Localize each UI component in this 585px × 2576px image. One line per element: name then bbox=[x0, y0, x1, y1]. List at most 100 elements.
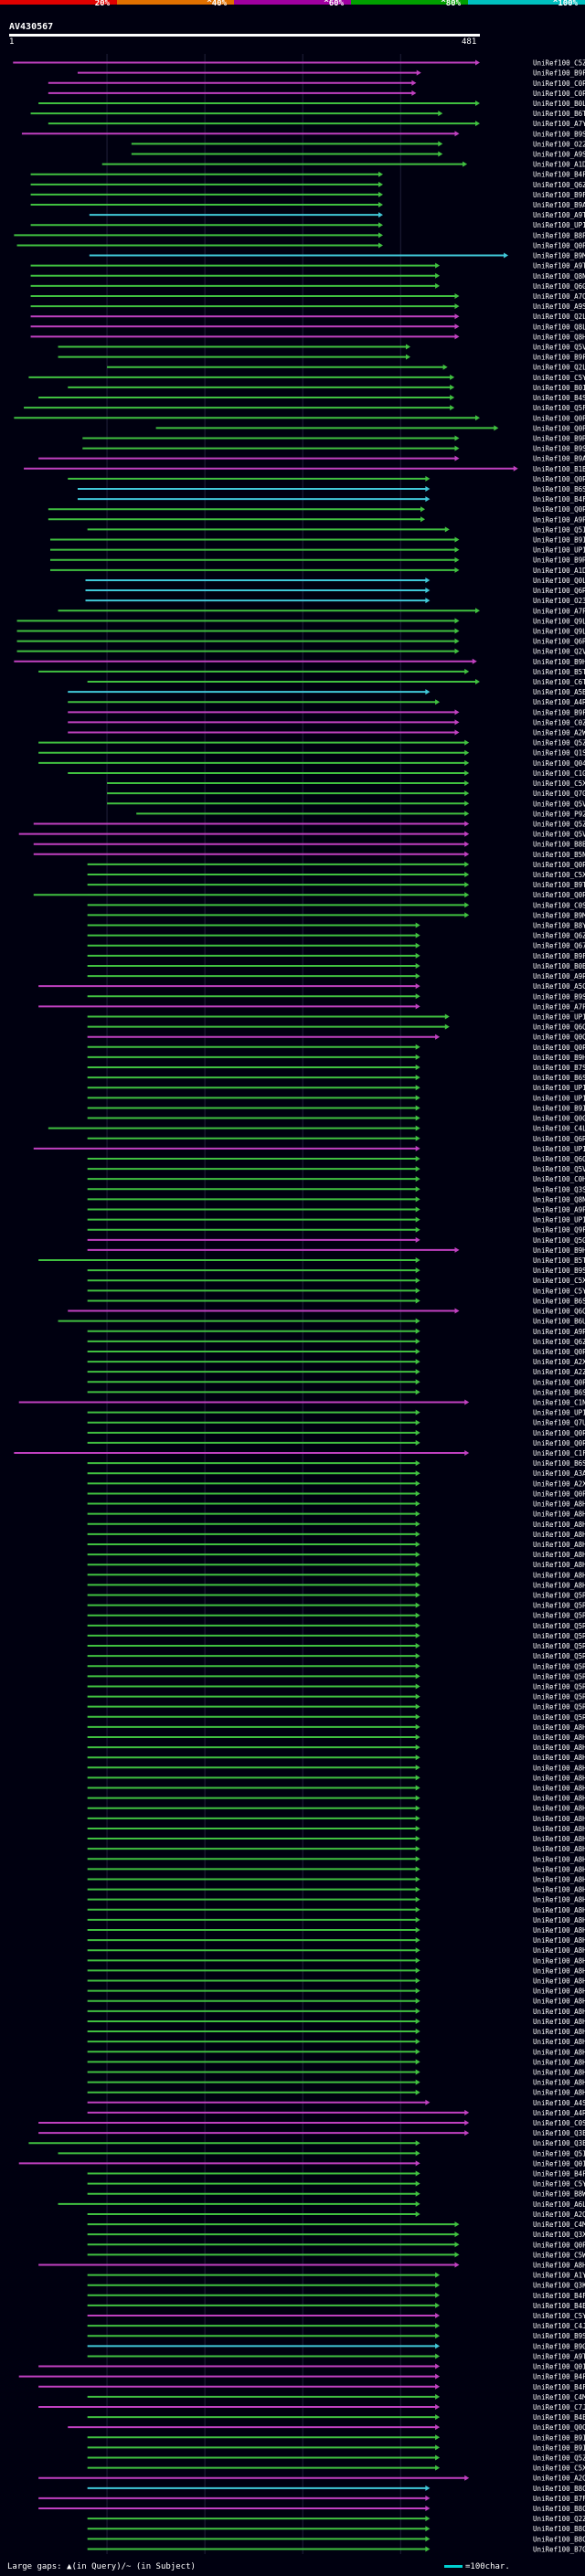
hit-label: UniRef100_Q2ZNF1 bbox=[533, 2515, 585, 2523]
hit-label: UniRef100_O23701 bbox=[533, 597, 585, 605]
hit-label: UniRef100_Q5VK79 bbox=[533, 1165, 585, 1173]
hit-label: UniRef100_A7YZ30 bbox=[533, 120, 585, 128]
hit-label: UniRef100_C5YHW4 bbox=[533, 1287, 585, 1295]
hit-arrow-icon bbox=[425, 2506, 431, 2512]
hit-arrow-icon bbox=[415, 1632, 420, 1638]
hit-label: UniRef100_B4FDN9 bbox=[533, 2373, 585, 2381]
hit-label: UniRef100_B4EPP6 bbox=[533, 2413, 585, 2422]
hit-label: UniRef100_Q9LZ0L bbox=[533, 627, 585, 635]
hit-label: UniRef100_Q0PJH7 bbox=[533, 1044, 585, 1052]
hit-label: UniRef100_A7PS35 bbox=[533, 607, 585, 615]
hit-arrow-icon bbox=[464, 841, 470, 847]
hit-label: UniRef100_A8HJE5 bbox=[533, 1988, 585, 1996]
hit-arrow-icon bbox=[415, 1511, 420, 1517]
hit-label: UniRef100_Q5VK75 bbox=[533, 831, 585, 839]
hit-arrow-icon bbox=[464, 861, 470, 867]
hit-arrow-icon bbox=[435, 2434, 441, 2441]
hit-arrow-icon bbox=[464, 882, 470, 888]
hit-arrow-icon bbox=[454, 1308, 460, 1314]
hit-arrow-icon bbox=[454, 648, 460, 654]
hit-arrow-icon bbox=[425, 577, 431, 583]
hit-arrow-icon bbox=[464, 872, 470, 878]
hit-label: UniRef100_Q9LZ0L bbox=[533, 617, 585, 625]
hit-label: UniRef100_UP1000... bbox=[533, 1012, 585, 1021]
hit-arrow-icon bbox=[415, 1429, 420, 1436]
hit-arrow-icon bbox=[425, 2516, 431, 2522]
hit-arrow-icon bbox=[475, 679, 480, 684]
hit-arrow-icon bbox=[415, 1886, 420, 1892]
hit-label: UniRef100_C0SNQ1 bbox=[533, 2119, 585, 2127]
hit-arrow-icon bbox=[415, 2180, 420, 2187]
hit-arrow-icon bbox=[415, 2190, 420, 2197]
hit-label: UniRef100_Q5RJK4 bbox=[533, 1703, 585, 1712]
hit-arrow-icon bbox=[464, 912, 470, 918]
hit-arrow-icon bbox=[444, 526, 450, 533]
hit-arrow-icon bbox=[425, 689, 431, 695]
hit-arrow-icon bbox=[435, 2363, 441, 2369]
hit-label: UniRef100_O22607 bbox=[533, 140, 585, 148]
hit-arrow-icon bbox=[415, 1389, 420, 1395]
hit-arrow-icon bbox=[415, 1298, 420, 1304]
hit-arrow-icon bbox=[415, 1206, 420, 1213]
hit-arrow-icon bbox=[415, 1957, 420, 1964]
hit-label: UniRef100_Q0PJJ5 bbox=[533, 414, 585, 422]
hit-arrow-icon bbox=[415, 1744, 420, 1751]
hit-label: UniRef100_Q2LTF1 bbox=[533, 313, 585, 321]
hit-label: UniRef100_A8HJE4 bbox=[533, 1998, 585, 2006]
hit-arrow-icon bbox=[420, 516, 426, 523]
hit-label: UniRef100_Q0LMM9 bbox=[533, 577, 585, 585]
hit-label: UniRef100_A2Q3K6 bbox=[533, 2475, 585, 2483]
hit-label: UniRef100_A8HJH7 bbox=[533, 1764, 585, 1772]
hit-arrow-icon bbox=[415, 1460, 420, 1467]
hit-arrow-icon bbox=[415, 2059, 420, 2065]
scale-segment bbox=[234, 0, 351, 5]
hit-label: UniRef100_C0SNP1 bbox=[533, 901, 585, 909]
hit-label: UniRef100_B8CSL1 bbox=[533, 2485, 585, 2493]
hit-arrow-icon bbox=[425, 2099, 431, 2105]
hit-label: UniRef100_A8HJG9 bbox=[533, 1815, 585, 1823]
hit-arrow-icon bbox=[425, 2495, 431, 2501]
hit-arrow-icon bbox=[504, 252, 509, 259]
query-range-end: 481 bbox=[462, 37, 477, 47]
hit-label: UniRef100_A9TBE7 bbox=[533, 211, 585, 219]
hit-label: UniRef100_A8HJG1 bbox=[533, 1865, 585, 1873]
hit-arrow-icon bbox=[415, 932, 420, 938]
hit-arrow-icon bbox=[435, 2383, 441, 2390]
hit-arrow-icon bbox=[415, 1572, 420, 1578]
hit-arrow-icon bbox=[415, 1095, 420, 1101]
hit-label: UniRef100_B6SD50 bbox=[533, 1459, 585, 1468]
hit-label: UniRef100_A8HJD6 bbox=[533, 1551, 585, 1559]
hit-label: UniRef100_B4FKM3 bbox=[533, 495, 585, 504]
hit-label: UniRef100_B8C919 bbox=[533, 2505, 585, 2513]
hit-arrow-icon bbox=[454, 313, 460, 320]
hit-arrow-icon bbox=[450, 374, 455, 380]
hit-arrow-icon bbox=[435, 2373, 441, 2380]
hit-arrow-icon bbox=[454, 2221, 460, 2228]
hit-arrow-icon bbox=[454, 719, 460, 726]
hit-arrow-icon bbox=[435, 2272, 441, 2278]
hit-label: UniRef100_A4RWN5 bbox=[533, 698, 585, 706]
hit-label: UniRef100_A5B8A0 bbox=[533, 688, 585, 696]
hit-arrow-icon bbox=[435, 2444, 441, 2451]
hit-arrow-icon bbox=[415, 1338, 420, 1344]
hit-arrow-icon bbox=[415, 1998, 420, 2004]
hit-label: UniRef100_B9I4X5 bbox=[533, 1104, 585, 1112]
hit-arrow-icon bbox=[415, 1876, 420, 1882]
hit-label: UniRef100_B9GRS1 bbox=[533, 2342, 585, 2350]
hit-arrow-icon bbox=[420, 506, 426, 513]
hit-label: UniRef100_A2XBU1 bbox=[533, 1479, 585, 1488]
hit-label: UniRef100_A2Z8U5 bbox=[533, 1368, 585, 1376]
hit-label: UniRef100_A8HJH4 bbox=[533, 1785, 585, 1793]
hit-label: UniRef100_C0PCQ5 bbox=[533, 90, 585, 98]
hit-arrow-icon bbox=[405, 354, 410, 360]
hit-arrow-icon bbox=[438, 151, 443, 157]
hit-arrow-icon bbox=[475, 100, 480, 106]
hit-arrow-icon bbox=[464, 1399, 470, 1405]
hit-label: UniRef100_A9PF21 bbox=[533, 1328, 585, 1336]
hit-arrow-icon bbox=[415, 1775, 420, 1781]
hit-arrow-icon bbox=[454, 1246, 460, 1253]
hit-arrow-icon bbox=[415, 1419, 420, 1426]
hit-arrow-icon bbox=[454, 2231, 460, 2238]
hit-label: UniRef100_B9T5P1 bbox=[533, 881, 585, 889]
hit-label: UniRef100_Q67MQ9 bbox=[533, 942, 585, 950]
